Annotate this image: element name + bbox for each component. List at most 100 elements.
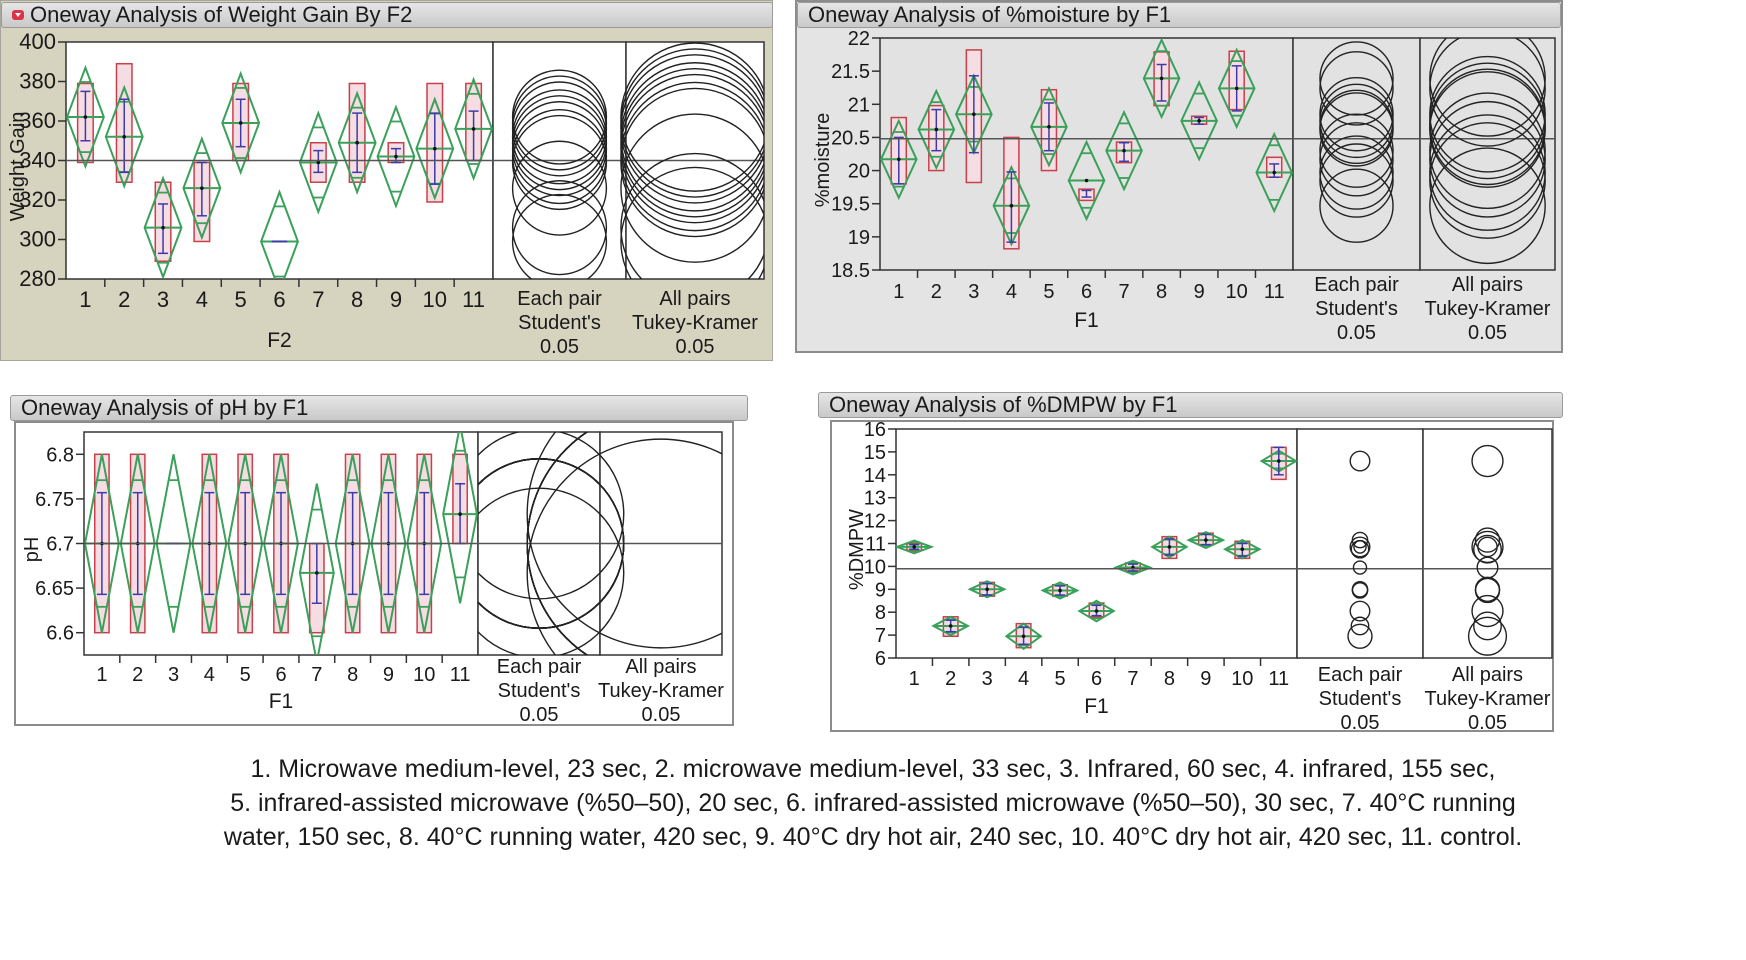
x-tick-label: 7: [1127, 668, 1138, 690]
x-tick-label: 3: [968, 281, 979, 303]
tukey-circle: [1429, 38, 1546, 137]
x-tick-label: 11: [462, 287, 485, 312]
data-point: [1058, 588, 1062, 593]
student-label: 0.05: [540, 336, 579, 358]
data-point: [972, 112, 976, 117]
tukey-label: 0.05: [676, 336, 715, 358]
tukey-circle: [620, 166, 764, 279]
data-point: [1197, 119, 1201, 123]
student-comparison-panel: [1292, 37, 1421, 271]
x-tick-label: 9: [1200, 668, 1211, 690]
student-label: Each pair: [1318, 664, 1403, 686]
student-label: 0.05: [520, 704, 559, 726]
data-point: [83, 115, 88, 119]
student-circle: [1351, 531, 1369, 549]
x-tick-label: 2: [118, 287, 130, 312]
student-circle: [511, 193, 608, 279]
x-tick-label: 8: [1156, 281, 1167, 303]
x-tick-label: 8: [347, 664, 358, 686]
tukey-circle: [1474, 527, 1501, 553]
data-point: [1240, 547, 1245, 552]
panel-title: Oneway Analysis of pH by F1: [21, 395, 309, 420]
panel-title-bar[interactable]: Oneway Analysis of %DMPW by F1: [818, 392, 1563, 418]
data-point: [355, 140, 359, 145]
y-tick-label: 13: [864, 488, 886, 510]
y-tick-label: 380: [19, 69, 56, 94]
comparison-circles: [511, 42, 764, 279]
x-tick-label: 7: [311, 664, 322, 686]
tukey-circle: [1429, 92, 1546, 210]
student-label: Each pair: [517, 288, 602, 310]
panel-title: Oneway Analysis of Weight Gain By F2: [30, 2, 413, 27]
student-label: Student's: [1315, 298, 1398, 320]
student-circle: [511, 101, 608, 197]
x-tick-label: 1: [893, 281, 904, 303]
y-tick-label: 360: [19, 108, 56, 133]
panel-title-bar[interactable]: Oneway Analysis of pH by F1: [10, 395, 748, 421]
y-tick-label: 6.75: [35, 489, 74, 511]
student-circle: [1349, 450, 1371, 472]
student-label: Student's: [518, 312, 601, 334]
y-tick-label: 400: [19, 29, 56, 54]
y-tick-label: 16: [864, 419, 886, 441]
x-tick-label: 5: [240, 664, 251, 686]
disclosure-icon[interactable]: [12, 10, 24, 20]
tukey-label: Tukey-Kramer: [632, 312, 758, 334]
y-tick-label: 340: [19, 148, 56, 173]
tukey-circle: [1473, 534, 1502, 564]
student-circle: [1350, 539, 1370, 559]
tukey-label: All pairs: [659, 288, 730, 310]
data-point: [238, 121, 243, 125]
x-tick-label: 6: [1081, 281, 1092, 303]
caption-line: 1. Microwave medium-level, 23 sec, 2. mi…: [250, 755, 1496, 783]
x-tick-label: 4: [1006, 281, 1017, 303]
y-tick-label: 300: [19, 227, 56, 252]
data-point: [1167, 545, 1172, 549]
tukey-label: All pairs: [625, 656, 696, 678]
panel-title: Oneway Analysis of %moisture by F1: [808, 2, 1172, 27]
data-point: [1094, 609, 1099, 613]
tukey-circle: [620, 73, 764, 224]
tukey-circle: [620, 54, 764, 204]
x-tick-label: 6: [1091, 668, 1102, 690]
figure-caption: 1. Microwave medium-level, 23 sec, 2. mi…: [0, 752, 1746, 854]
x-tick-label: 7: [312, 287, 324, 312]
comparison-circles: [1319, 38, 1546, 265]
student-circle: [1319, 83, 1394, 159]
caption-line: 5. infrared-assisted microwave (%50–50),…: [230, 789, 1516, 817]
y-tick-label: 6.65: [35, 578, 74, 600]
x-tick-label: 11: [450, 664, 471, 686]
x-tick-label: 4: [204, 664, 215, 686]
x-tick-label: 9: [1194, 281, 1205, 303]
tukey-label: 0.05: [642, 704, 681, 726]
data-point: [161, 225, 165, 230]
data-point: [912, 545, 917, 549]
caption-line: water, 150 sec, 8. 40°C running water, 4…: [223, 823, 1523, 851]
student-circle: [478, 432, 625, 600]
x-tick-label: 2: [132, 664, 143, 686]
y-tick-label: 21: [848, 94, 870, 116]
panel-title-bar[interactable]: Oneway Analysis of %moisture by F1: [797, 2, 1561, 28]
student-circle: [1319, 135, 1394, 210]
x-tick-label: 2: [945, 668, 956, 690]
data-point: [1276, 459, 1281, 463]
plot-marks: [880, 38, 1293, 250]
student-circle: [1352, 560, 1368, 575]
y-tick-label: 14: [864, 465, 886, 487]
y-tick-label: 6: [875, 648, 886, 670]
x-tick-label: 8: [1164, 668, 1175, 690]
tukey-circle: [1471, 444, 1504, 478]
panel-frame: [830, 420, 1554, 732]
student-circle: [1350, 616, 1370, 636]
tukey-label: Tukey-Kramer: [1425, 298, 1551, 320]
student-label: Each pair: [1314, 274, 1399, 296]
student-label: Student's: [498, 680, 581, 702]
x-tick-label: 8: [351, 287, 363, 312]
x-tick-label: 3: [982, 668, 993, 690]
student-circle: [511, 180, 608, 276]
x-tick-label: 5: [235, 287, 247, 312]
panel-title-bar[interactable]: Oneway Analysis of Weight Gain By F2: [1, 2, 773, 28]
y-tick-label: 6.8: [46, 444, 74, 466]
student-label: 0.05: [1337, 322, 1376, 344]
